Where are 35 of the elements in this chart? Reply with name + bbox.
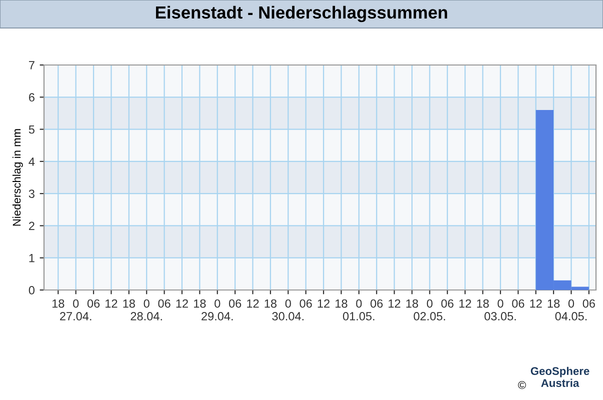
- x-tick-label: 12: [247, 299, 259, 308]
- y-axis-title: Niederschlag in mm: [12, 129, 23, 226]
- x-tick-label: 06: [300, 299, 312, 308]
- x-tick-label: 06: [87, 299, 100, 308]
- text: ©: [518, 381, 526, 389]
- x-tick-label: 18: [52, 299, 64, 308]
- y-tick-label: 5: [28, 125, 34, 134]
- text: GeoSphere Austria: [530, 366, 590, 387]
- x-tick-label: 06: [228, 299, 242, 308]
- y-tick-label: 1: [29, 254, 34, 262]
- x-tick-label: 18: [123, 299, 135, 308]
- x-tick-label: 12: [106, 299, 118, 308]
- y-tick-label: 6: [29, 93, 34, 102]
- x-tick-label: 18: [406, 299, 418, 308]
- y-tick-label: 3: [28, 190, 34, 198]
- x-tick-label: 12: [530, 299, 542, 308]
- x-tick-label: 18: [548, 299, 560, 308]
- x-tick-label: 18: [336, 299, 348, 308]
- x-tick-label: 06: [158, 299, 170, 308]
- x-tick-label: 06: [512, 299, 524, 308]
- chart-title: Eisenstadt - Niederschlagssummen: [156, 6, 448, 22]
- x-tick-label: 18: [264, 299, 277, 308]
- x-tick-label: 18: [194, 299, 206, 308]
- x-tick-label: 06: [441, 299, 454, 308]
- x-tick-label: 18: [477, 299, 489, 308]
- y-tick-label: 0: [28, 286, 35, 294]
- y-tick-label: 7: [29, 61, 34, 70]
- x-tick-label: 06: [370, 299, 383, 308]
- x-tick-label: 06: [582, 299, 595, 308]
- y-tick-label: 2: [29, 222, 34, 230]
- x-tick-label: 12: [176, 299, 188, 308]
- x-tick-label: 12: [318, 299, 330, 308]
- x-tick-label: 12: [459, 299, 472, 308]
- y-tick-label: 4: [28, 158, 35, 166]
- x-tick-label: 12: [388, 299, 400, 308]
